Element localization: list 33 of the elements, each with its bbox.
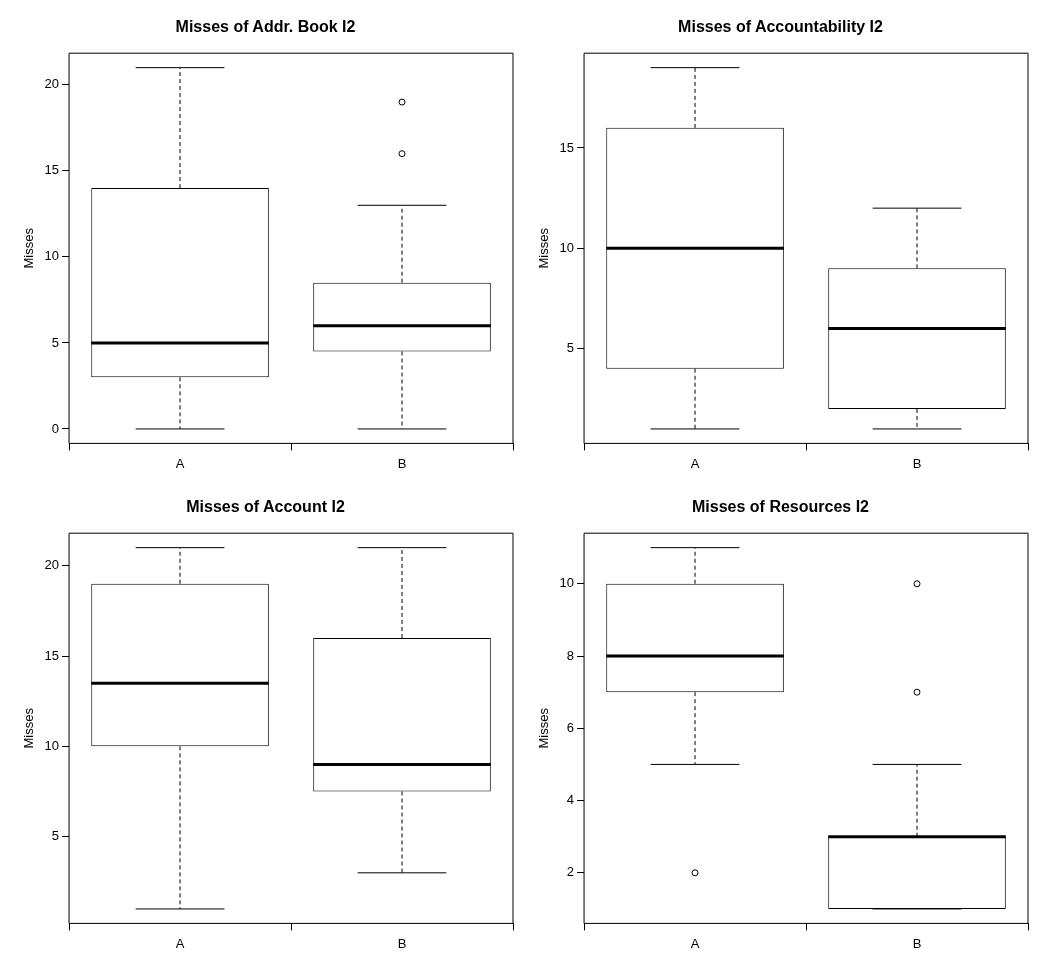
y-axis-title: Misses bbox=[536, 227, 552, 269]
chart-title: Misses of Resources I2 bbox=[692, 498, 870, 516]
y-tick-label: 15 bbox=[559, 139, 575, 155]
y-tick-label: 2 bbox=[566, 864, 575, 880]
x-tick-label: A bbox=[175, 455, 185, 471]
y-axis-title: Misses bbox=[21, 707, 37, 749]
chart-title: Misses of Accountability I2 bbox=[678, 18, 883, 36]
y-tick-label: 5 bbox=[51, 334, 60, 350]
y-axis-title: Misses bbox=[536, 707, 552, 749]
y-axis-title: Misses bbox=[21, 227, 37, 269]
y-tick-label: 20 bbox=[44, 557, 60, 573]
x-tick-label: A bbox=[175, 935, 185, 951]
x-tick-label: A bbox=[690, 455, 700, 471]
y-tick-label: 10 bbox=[44, 248, 60, 264]
x-tick-label: B bbox=[912, 935, 922, 951]
y-tick-label: 15 bbox=[44, 647, 60, 663]
chart-title: Misses of Addr. Book I2 bbox=[175, 18, 356, 36]
y-tick-label: 10 bbox=[559, 239, 575, 255]
x-tick-label: B bbox=[397, 455, 407, 471]
x-tick-label: A bbox=[690, 935, 700, 951]
y-tick-label: 10 bbox=[559, 575, 575, 591]
y-tick-label: 4 bbox=[566, 792, 575, 808]
y-tick-label: 5 bbox=[566, 340, 575, 356]
y-tick-label: 6 bbox=[566, 719, 575, 735]
y-tick-label: 20 bbox=[44, 76, 60, 92]
chart-title: Misses of Account I2 bbox=[186, 498, 345, 516]
y-tick-label: 10 bbox=[44, 737, 60, 753]
y-tick-label: 5 bbox=[51, 828, 60, 844]
y-tick-label: 15 bbox=[44, 162, 60, 178]
y-tick-label: 8 bbox=[566, 647, 575, 663]
x-tick-label: B bbox=[397, 935, 407, 951]
x-tick-label: B bbox=[912, 455, 922, 471]
y-tick-label: 0 bbox=[51, 420, 60, 436]
